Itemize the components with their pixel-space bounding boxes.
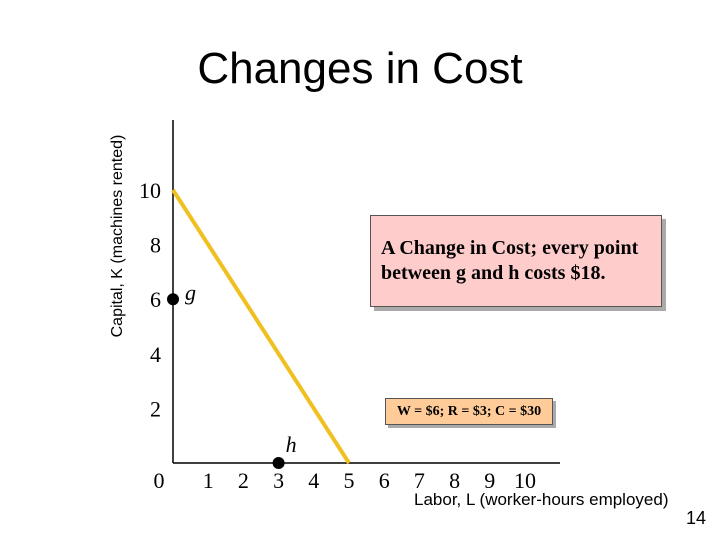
x-tick-label-4: 4: [308, 468, 319, 493]
x-tick-label-6: 6: [379, 468, 390, 493]
y-tick-label-8: 8: [150, 233, 161, 258]
x-axis-label: Labor, L (worker-hours employed): [414, 490, 669, 509]
y-tick-label-10: 10: [139, 178, 161, 203]
x-tick-label-1: 1: [203, 468, 214, 493]
point-label-g: g: [185, 280, 196, 305]
x-tick-label-0: 0: [154, 468, 165, 493]
y-tick-label-2: 2: [150, 396, 161, 421]
x-tick-label-7: 7: [414, 468, 425, 493]
y-tick-label-6: 6: [150, 287, 161, 312]
point-g: [167, 293, 179, 306]
x-tick-label-3: 3: [273, 468, 284, 493]
slide-title: Changes in Cost: [197, 44, 523, 93]
y-axis-label: Capital, K (machines rented): [109, 134, 126, 338]
x-tick-label-5: 5: [344, 468, 355, 493]
point-h: [272, 457, 285, 469]
y-tick-label-4: 4: [150, 342, 161, 367]
budget-label-text: W = $6; R = $3; C = $30: [396, 404, 542, 419]
chart-series: [171, 188, 351, 465]
x-tick-label-2: 2: [238, 468, 249, 493]
point-label-h: h: [286, 432, 297, 457]
cost-change-text: A Change in Cost; every point between g …: [381, 237, 639, 284]
cost-change-annotation: A Change in Cost; every point between g …: [370, 215, 662, 307]
x-tick-label-10: 10: [514, 468, 536, 493]
x-tick-label-9: 9: [484, 468, 495, 493]
chart-points: gh: [167, 280, 297, 469]
chart-axes: [172, 120, 560, 464]
page-number: 14: [686, 508, 707, 528]
x-tick-label-8: 8: [449, 468, 460, 493]
isocost-line-0: [171, 188, 351, 465]
budget-label-box: W = $6; R = $3; C = $30: [385, 398, 553, 425]
